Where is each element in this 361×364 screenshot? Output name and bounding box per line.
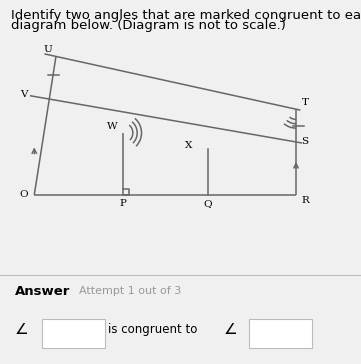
- Text: P: P: [119, 199, 126, 208]
- Text: diagram below. (Diagram is not to scale.): diagram below. (Diagram is not to scale.…: [11, 19, 286, 32]
- Text: O: O: [20, 190, 29, 199]
- Text: W: W: [107, 122, 118, 131]
- Text: Attempt 1 out of 3: Attempt 1 out of 3: [79, 286, 182, 296]
- Text: S: S: [301, 138, 309, 146]
- Text: U: U: [44, 46, 52, 54]
- Text: X: X: [185, 141, 192, 150]
- Text: V: V: [20, 90, 27, 99]
- Text: ∠: ∠: [14, 322, 28, 337]
- Text: ∠: ∠: [224, 322, 238, 337]
- FancyBboxPatch shape: [42, 319, 105, 348]
- Text: Identify two angles that are marked congruent to each other on the: Identify two angles that are marked cong…: [11, 9, 361, 22]
- Text: Q: Q: [203, 199, 212, 208]
- Text: T: T: [301, 98, 309, 107]
- Text: Answer: Answer: [14, 285, 70, 298]
- FancyBboxPatch shape: [249, 319, 312, 348]
- Text: is congruent to: is congruent to: [108, 323, 198, 336]
- Text: R: R: [301, 196, 309, 205]
